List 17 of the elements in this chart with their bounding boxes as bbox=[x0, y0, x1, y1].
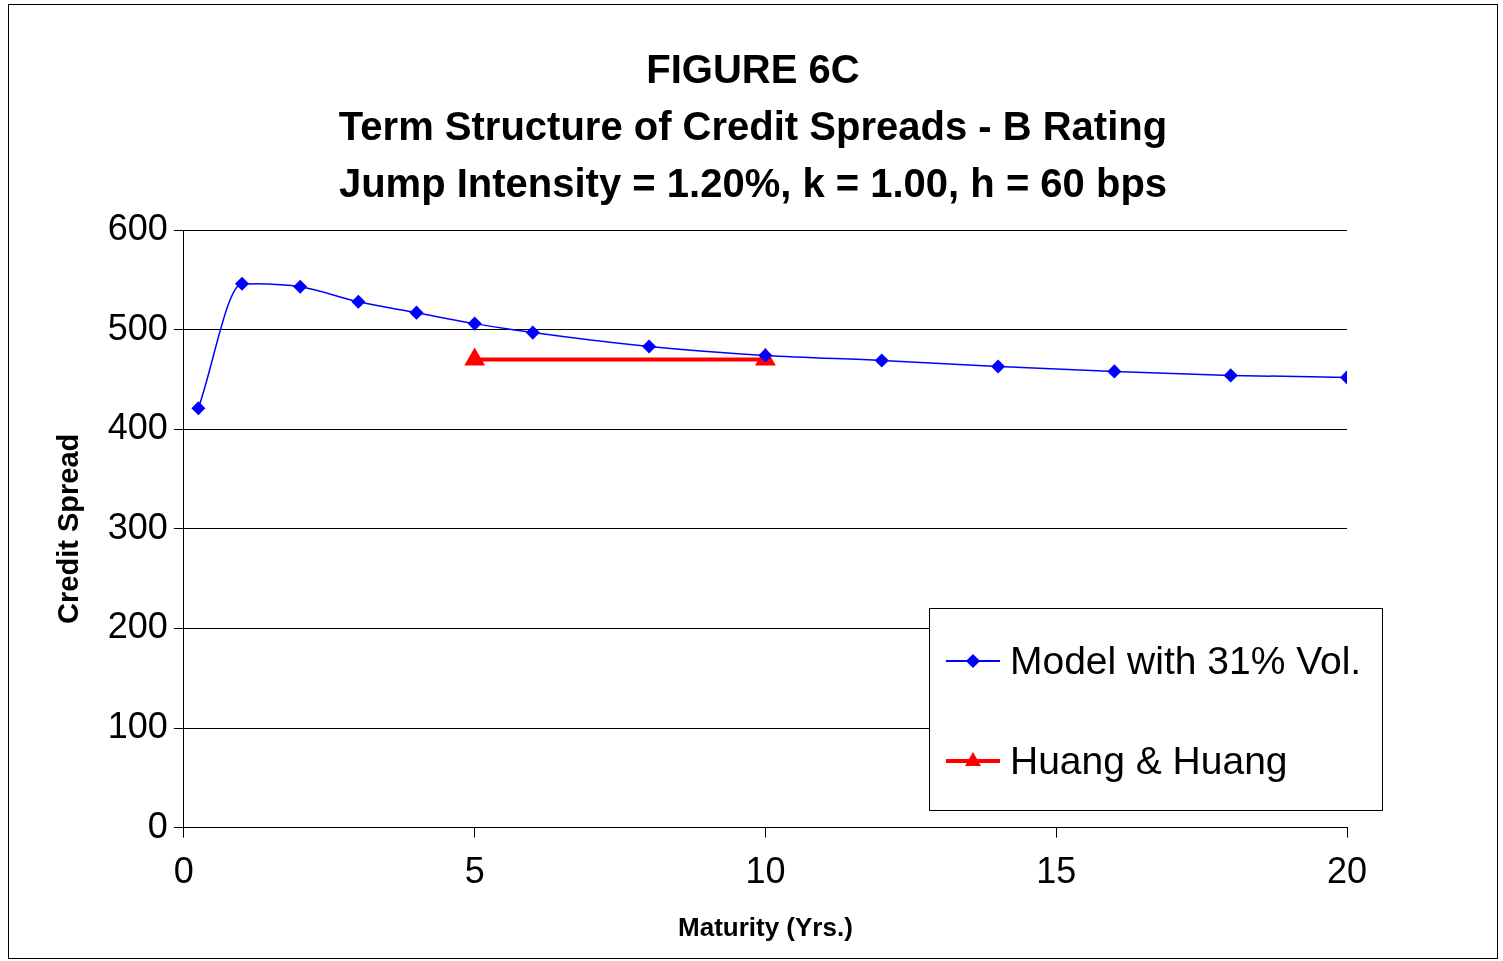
y-tick-label: 500 bbox=[107, 306, 168, 348]
y-tick-label: 100 bbox=[107, 704, 168, 746]
y-tick-label: 0 bbox=[147, 804, 168, 846]
x-tick-label: 0 bbox=[173, 850, 194, 892]
legend-label: Huang & Huang bbox=[1010, 739, 1288, 783]
y-axis-title: Credit Spread bbox=[52, 433, 85, 624]
x-tick-label: 10 bbox=[745, 850, 786, 892]
x-tick-label: 20 bbox=[1326, 850, 1368, 892]
x-axis-title: Maturity (Yrs.) bbox=[678, 911, 853, 942]
y-tick-label: 600 bbox=[107, 206, 168, 248]
y-tick-label: 400 bbox=[107, 406, 168, 448]
y-tick-label: 200 bbox=[107, 605, 168, 647]
y-tick-label: 300 bbox=[107, 505, 168, 547]
x-tick-label: 15 bbox=[1036, 850, 1077, 892]
x-tick-label: 5 bbox=[464, 850, 485, 892]
chart-title: FIGURE 6C Term Structure of Credit Spreads - B Rating Jump Intensity = 1.20%, k = 1.00, h = 60 bps bbox=[338, 47, 1168, 205]
legend-label: Model with 31% Vol. bbox=[1010, 639, 1362, 683]
